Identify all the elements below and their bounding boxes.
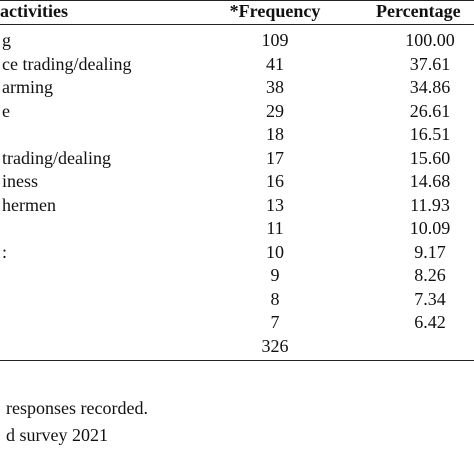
note: responses recorded. xyxy=(6,398,148,418)
header-cell: *Frequency xyxy=(229,1,321,21)
activity-cell: ce trading/dealing xyxy=(2,53,132,74)
activity-cell: iness xyxy=(2,171,38,191)
header-cell: activities xyxy=(0,1,68,21)
percentage-cell: 9.17 xyxy=(414,241,446,262)
percentage-cell: 15.60 xyxy=(409,147,451,168)
frequency-cell: 17 xyxy=(266,147,284,168)
activity-cell: e xyxy=(2,100,10,121)
frequency-cell: 13 xyxy=(266,194,284,215)
activity-cell: hermen xyxy=(2,194,56,215)
frequency-cell: 109 xyxy=(261,30,289,50)
bottom-rule xyxy=(0,360,474,361)
frequency-cell: 326 xyxy=(261,335,289,356)
header-cell: Percentage xyxy=(376,1,461,21)
frequency-cell: 38 xyxy=(266,77,284,97)
percentage-cell: 8.26 xyxy=(414,265,446,285)
activity-cell: arming xyxy=(2,77,53,97)
activity-cell: g xyxy=(2,30,11,50)
percentage-cell: 16.51 xyxy=(409,124,451,144)
percentage-cell: 34.86 xyxy=(409,77,451,97)
percentage-cell: 11.93 xyxy=(410,194,450,215)
percentage-cell: 7.34 xyxy=(414,288,446,309)
frequency-cell: 11 xyxy=(266,218,284,238)
percentage-cell: 6.42 xyxy=(414,312,446,332)
frequency-cell: 16 xyxy=(266,171,284,191)
frequency-cell: 41 xyxy=(266,53,284,74)
frequency-cell: 8 xyxy=(270,288,280,309)
percentage-cell: 14.68 xyxy=(409,171,451,191)
frequency-cell: 29 xyxy=(266,100,284,121)
top-rule xyxy=(0,0,474,1)
activity-cell: trading/dealing xyxy=(2,147,111,168)
frequency-cell: 18 xyxy=(266,124,284,144)
percentage-cell: 37.61 xyxy=(409,53,451,74)
percentage-cell: 10.09 xyxy=(409,218,451,238)
header-rule xyxy=(0,24,474,25)
frequency-cell: 9 xyxy=(270,265,280,285)
frequency-cell: 7 xyxy=(270,312,280,332)
note: d survey 2021 xyxy=(6,425,108,445)
frequency-cell: 10 xyxy=(266,241,284,262)
percentage-cell: 26.61 xyxy=(409,100,451,121)
percentage-cell: 100.00 xyxy=(405,30,455,50)
activity-cell: : xyxy=(2,241,8,262)
